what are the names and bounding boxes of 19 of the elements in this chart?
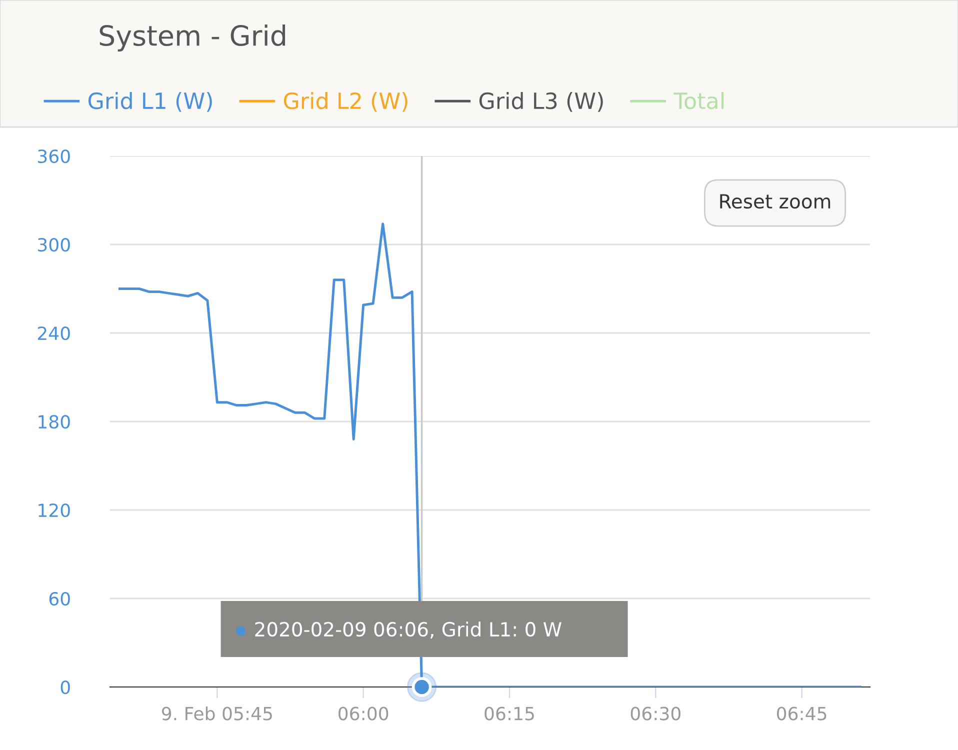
x-tick-label: 06:30 [630, 706, 680, 720]
legend-label: Grid L2 (W) [284, 92, 408, 112]
y-tick-label: 300 [38, 238, 70, 252]
y-tick-label: 180 [38, 414, 70, 429]
annotation: 2020-02-09 06:06, Grid L1: 0 W [255, 622, 562, 639]
legend-label: Total [674, 92, 724, 110]
chart-title: System - Grid [100, 24, 286, 52]
y-tick-label: 240 [38, 326, 70, 340]
legend-label: Grid L1 (W) [88, 92, 212, 112]
x-tick-label: 06:45 [776, 706, 826, 720]
x-tick-label: 06:00 [338, 706, 388, 720]
y-tick-label: 360 [38, 149, 70, 164]
x-tick-label: 9. Feb 05:45 [162, 706, 272, 720]
y-tick-label: 0 [60, 680, 70, 694]
y-tick-label: 60 [49, 592, 70, 606]
legend-label: Grid L3 (W) [479, 92, 603, 112]
y-tick-label: 120 [38, 503, 70, 518]
x-tick-label: 06:15 [484, 706, 534, 720]
annotation: Reset zoom [720, 194, 830, 209]
